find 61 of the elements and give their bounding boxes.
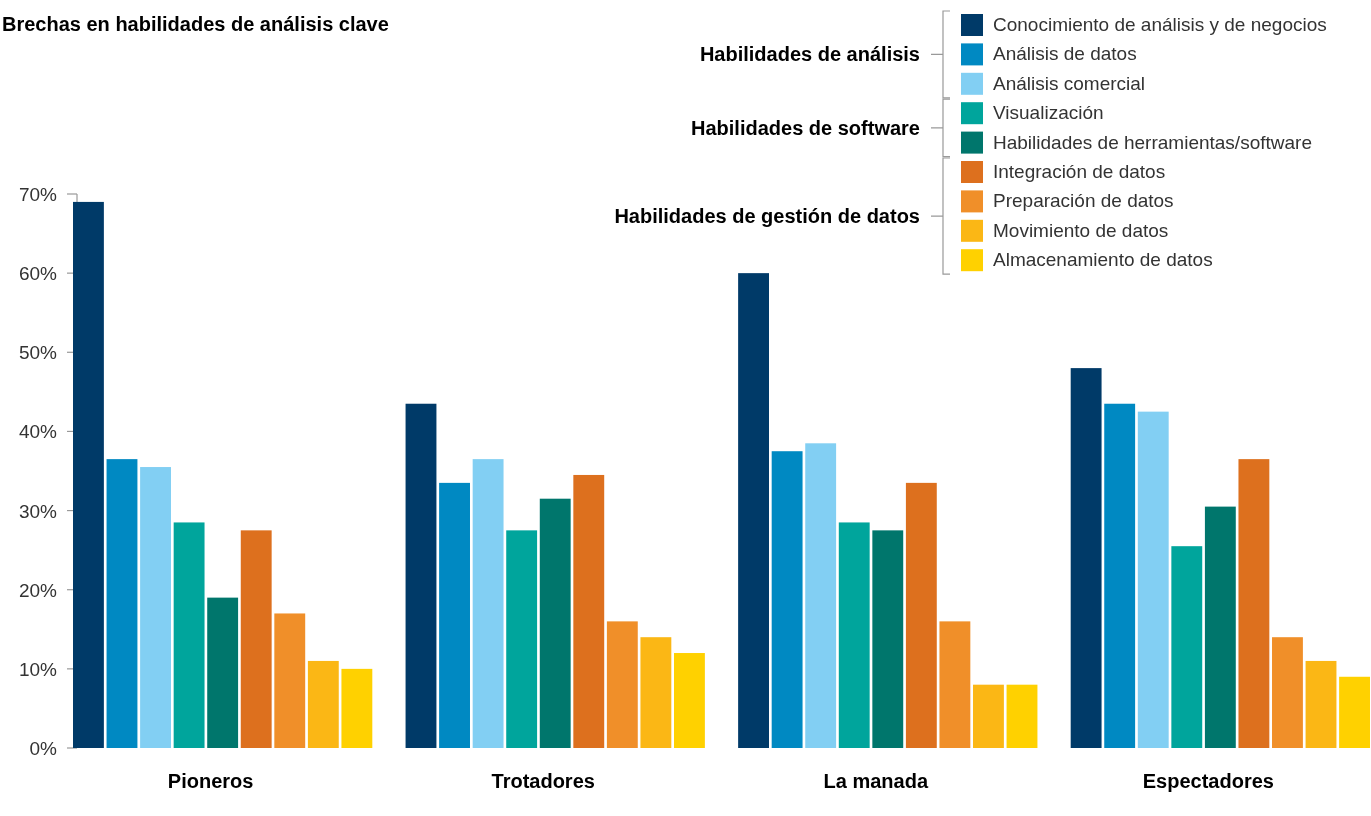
legend-label: Análisis de datos <box>993 43 1137 65</box>
y-tick-label: 40% <box>18 421 58 443</box>
bar <box>1104 403 1136 748</box>
bar <box>606 621 638 748</box>
bar <box>1238 459 1270 748</box>
bar <box>674 653 705 748</box>
bar <box>240 530 272 748</box>
bar <box>106 459 138 748</box>
bar <box>1305 660 1337 748</box>
legend-label: Preparación de datos <box>993 190 1174 212</box>
legend-label: Integración de datos <box>993 161 1166 182</box>
bar <box>1339 676 1370 748</box>
x-tick-label: Espectadores <box>1142 770 1274 792</box>
bar <box>1137 411 1169 748</box>
bar <box>506 530 538 748</box>
text: Habilidades de análisis <box>699 43 920 66</box>
bar <box>307 660 339 748</box>
bar <box>341 668 373 748</box>
bar <box>1171 546 1203 748</box>
bar <box>872 530 904 748</box>
y-tick-label: 0% <box>29 738 58 759</box>
x-tick-label: Trotadores <box>491 770 595 792</box>
annotation: Habilidades de gestión de datos <box>614 205 920 228</box>
bar <box>405 403 437 748</box>
y-tick-label: 60% <box>18 263 58 285</box>
bar <box>1070 368 1102 748</box>
bar <box>905 482 937 748</box>
y-tick-label: 70% <box>18 184 58 205</box>
bar <box>805 443 837 748</box>
legend-label: Almacenamiento de datos <box>993 249 1213 271</box>
x-tick-label: Pioneros <box>167 770 254 792</box>
legend-label: Visualización <box>993 102 1104 124</box>
bar <box>1272 637 1303 748</box>
x-tick-label: La manada <box>823 770 929 792</box>
bar <box>274 613 306 748</box>
bar <box>838 522 870 748</box>
bar <box>973 684 1004 748</box>
bar <box>173 522 205 748</box>
legend-label: Movimiento de datos <box>993 219 1169 241</box>
bar <box>573 474 605 748</box>
bar <box>472 459 504 748</box>
bar <box>140 467 171 748</box>
legend-label: Conocimiento de análisis y de negocios <box>993 14 1327 35</box>
y-tick-label: 50% <box>18 342 58 364</box>
chart-title: Brechas en habilidades de análisis clave <box>2 13 389 35</box>
bar <box>207 597 239 748</box>
bar <box>439 482 470 748</box>
y-tick-label: 10% <box>18 658 58 680</box>
bar <box>1006 684 1038 748</box>
bar <box>1204 506 1236 748</box>
text: Habilidades de software <box>691 116 920 139</box>
bar <box>539 498 571 748</box>
bar <box>771 451 803 748</box>
bar <box>73 201 104 748</box>
legend-label: Habilidades de herramientas/software <box>993 131 1312 153</box>
bar <box>738 273 769 748</box>
y-tick-label: 30% <box>18 500 58 522</box>
bar <box>939 621 971 748</box>
legend-label: Análisis comercial <box>993 72 1146 94</box>
bar <box>640 637 672 748</box>
y-tick-label: 20% <box>18 579 58 601</box>
